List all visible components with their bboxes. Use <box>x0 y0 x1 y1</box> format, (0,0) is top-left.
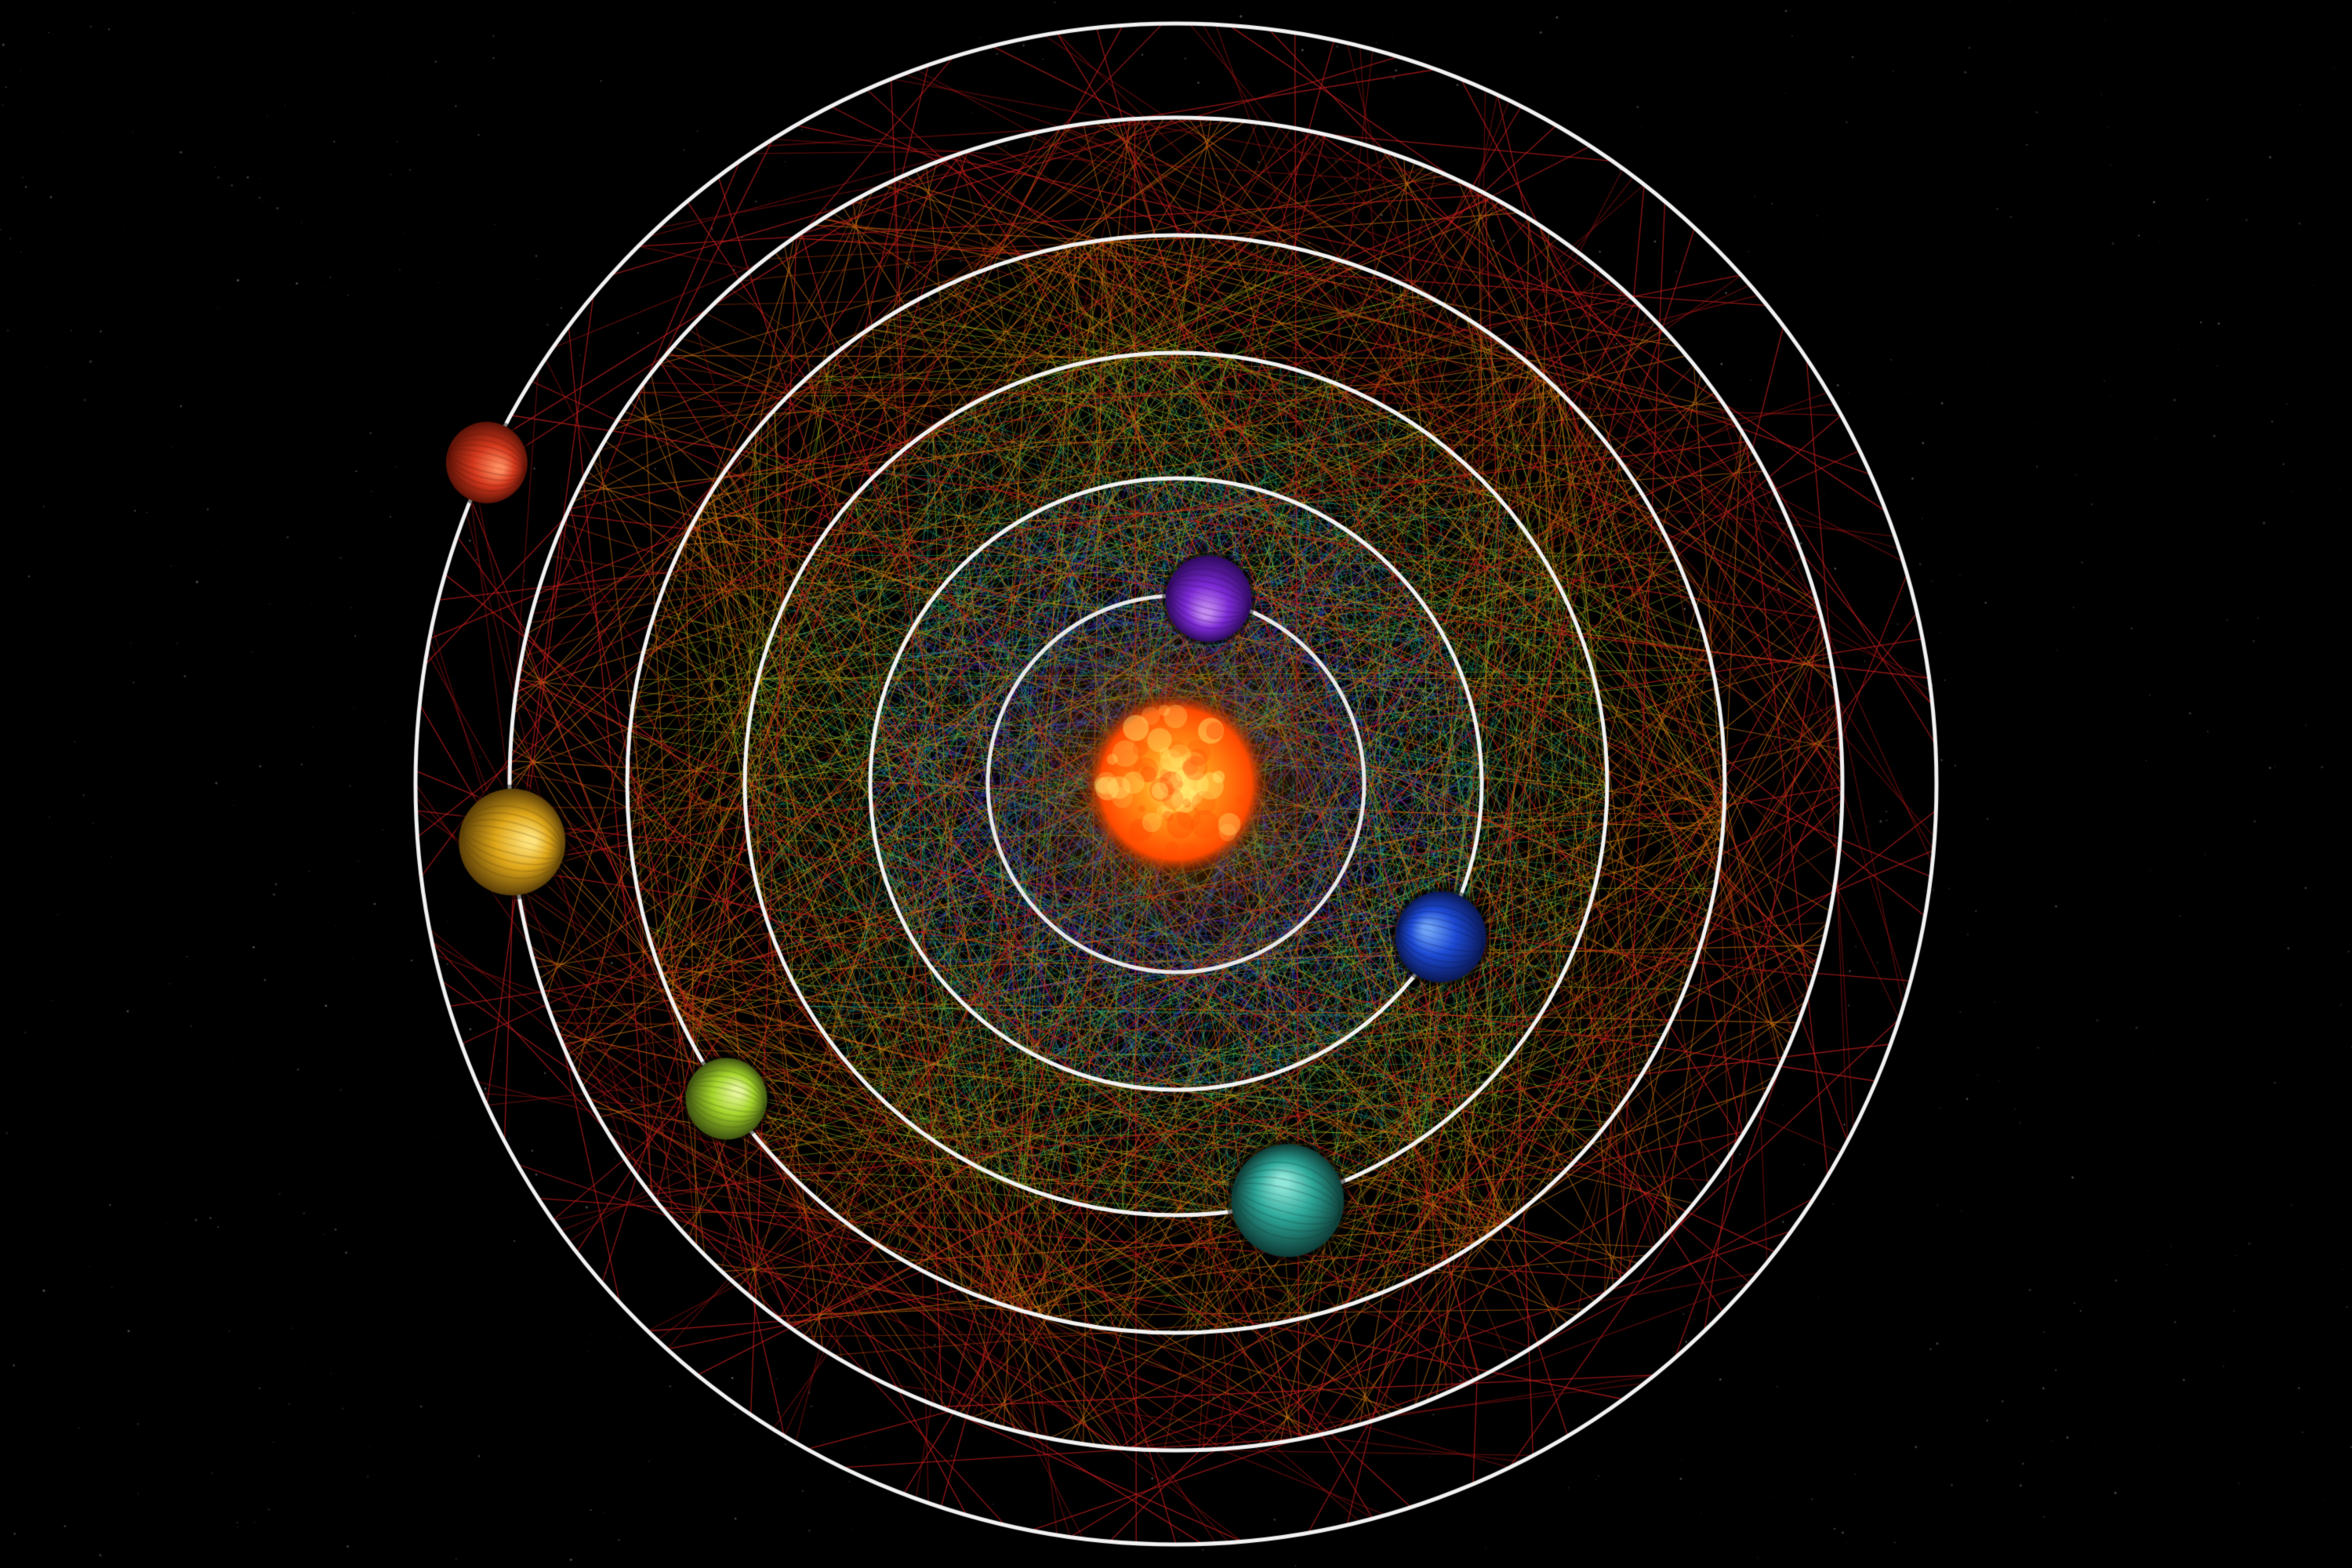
orbital-resonance-diagram <box>0 0 2352 1568</box>
